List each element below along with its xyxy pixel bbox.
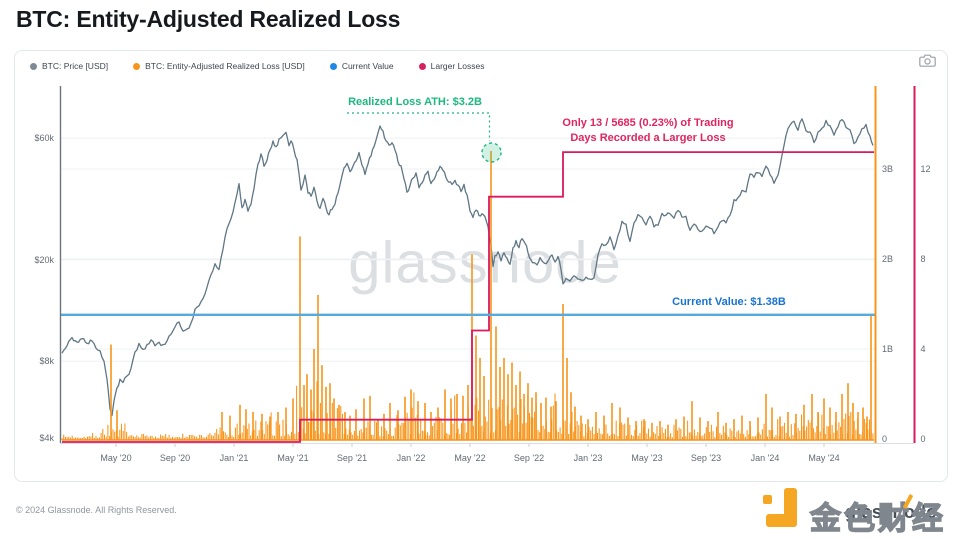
camera-icon[interactable] (919, 54, 936, 71)
legend-item-larger-losses[interactable]: Larger Losses (418, 61, 485, 71)
legend-dot-realized-loss (133, 62, 141, 70)
page-title: BTC: Entity-Adjusted Realized Loss (16, 6, 401, 32)
legend-dot-price (30, 62, 37, 70)
legend-label-larger-losses: Larger Losses (430, 61, 485, 71)
jinse-finance-logo-icon (763, 488, 801, 530)
larger-losses-annotation-line2: Days Recorded a Larger Loss (570, 132, 726, 144)
glassnode-wordmark: glassnode (845, 502, 937, 522)
legend-dot-larger-losses (418, 62, 426, 70)
legend-item-realized-loss[interactable]: BTC: Entity-Adjusted Realized Loss [USD] (133, 61, 305, 71)
copyright: © 2024 Glassnode. All Rights Reserved. (16, 505, 177, 515)
jinse-finance-wordmark: 金色财经 (809, 500, 946, 536)
jinse-logo-horizontal-bar (766, 514, 797, 527)
camera-icon-glyph (919, 54, 936, 67)
legend-dot-current-value (329, 62, 337, 70)
chart-legend: BTC: Price [USD] BTC: Entity-Adjusted Rea… (30, 61, 485, 71)
larger-losses-annotation: Only 13 / 5685 (0.23%) of Trading Days R… (562, 116, 733, 146)
glassnode-watermark: glassnode (348, 230, 622, 296)
ath-annotation: Realized Loss ATH: $3.2B (348, 96, 482, 108)
larger-losses-annotation-line1: Only 13 / 5685 (0.23%) of Trading (562, 117, 734, 129)
jinse-logo-vertical-bar (784, 488, 797, 522)
legend-item-current-value[interactable]: Current Value (329, 61, 394, 71)
legend-label-realized-loss: BTC: Entity-Adjusted Realized Loss [USD] (145, 61, 305, 71)
jinse-logo-square (763, 495, 772, 504)
legend-label-price: BTC: Price [USD] (42, 61, 109, 71)
current-value-annotation: Current Value: $1.38B (672, 296, 786, 308)
legend-label-current-value: Current Value (341, 61, 394, 71)
legend-item-price[interactable]: BTC: Price [USD] (30, 61, 108, 71)
